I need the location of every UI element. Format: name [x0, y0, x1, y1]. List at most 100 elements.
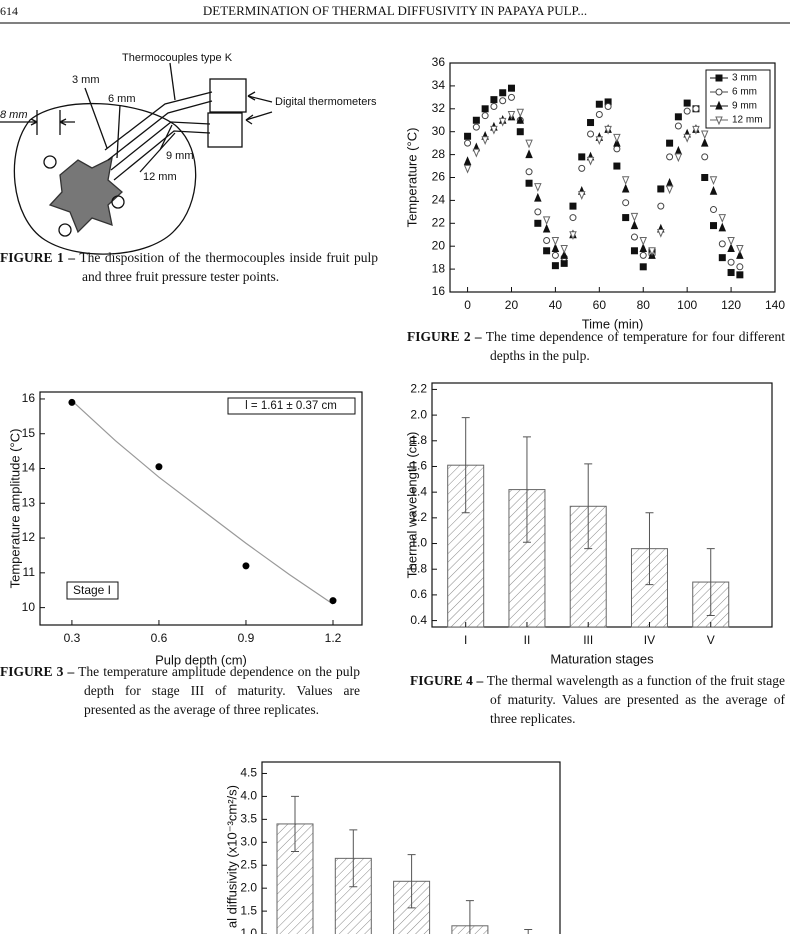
tester-point — [43, 155, 57, 169]
y-tick-label: 11 — [23, 565, 36, 579]
y-tick-label: 3.5 — [240, 812, 257, 826]
point — [701, 153, 709, 161]
plot-frame — [39, 391, 363, 626]
point — [613, 162, 621, 170]
y-tick-label: 14 — [22, 461, 36, 475]
dimension — [0, 110, 75, 135]
point — [543, 236, 551, 244]
y-axis-label: Thermal wavelength (cm) — [404, 432, 419, 579]
point — [718, 240, 726, 248]
y-tick-label: 2.5 — [240, 857, 257, 871]
caption: FIGURE 3 – The temperature amplitude dep… — [0, 662, 360, 719]
point — [551, 251, 559, 259]
error-bar — [407, 854, 416, 909]
legend-label: 12 mm — [732, 115, 763, 126]
point — [551, 262, 559, 270]
point — [692, 125, 700, 135]
x-tick-label: 140 — [765, 298, 785, 312]
point — [718, 254, 726, 262]
y-tick-label: 16 — [22, 391, 36, 405]
y-tick-label: 32 — [432, 101, 446, 115]
stage-label: Stage I — [73, 583, 111, 597]
point — [481, 136, 489, 145]
point — [709, 185, 718, 195]
caption-text: The time dependence of temperature for f… — [485, 329, 785, 363]
y-tick-label: 16 — [432, 284, 446, 298]
point — [463, 164, 472, 174]
stage-box — [66, 581, 119, 600]
figure1-diagram — [0, 62, 273, 255]
y-tick-label: 22 — [432, 215, 446, 229]
point — [674, 122, 682, 130]
point — [595, 136, 604, 145]
point — [578, 164, 586, 172]
point — [68, 398, 76, 406]
point — [534, 192, 542, 202]
point — [613, 145, 621, 153]
point — [507, 111, 516, 120]
y-tick-label: 1.2 — [410, 510, 427, 524]
point — [560, 244, 568, 254]
point — [525, 149, 533, 159]
point — [534, 183, 542, 192]
thermocouple — [110, 121, 211, 171]
point — [622, 214, 630, 222]
point — [587, 119, 595, 127]
point — [587, 130, 595, 138]
point — [464, 139, 472, 147]
legend-label: 6 mm — [732, 87, 757, 98]
x-tick-label: 0.6 — [151, 631, 168, 645]
x-axis-label: Maturation stages — [550, 651, 654, 666]
caption-label: FIGURE 3 – — [0, 664, 75, 679]
point — [665, 185, 674, 195]
annotation: l = 1.61 ± 0.37 cm — [245, 400, 337, 412]
y-tick-label: 2.0 — [240, 880, 257, 894]
point — [630, 233, 638, 241]
y-tick-label: 1.8 — [410, 433, 427, 447]
caption-label: FIGURE 1 – — [0, 250, 76, 265]
error-bar — [461, 417, 470, 514]
point — [727, 269, 735, 277]
label: Thermocouples type K — [122, 52, 233, 64]
point — [560, 259, 568, 267]
y-tick-label: 30 — [432, 124, 446, 138]
y-tick-label: 20 — [432, 238, 446, 252]
point — [560, 250, 568, 259]
x-tick-label: II — [524, 633, 531, 647]
point — [674, 145, 683, 155]
caption: FIGURE 4 – The thermal wavelength as a f… — [410, 671, 785, 728]
point — [674, 113, 682, 121]
point — [569, 231, 577, 241]
label: 12 mm — [143, 171, 177, 183]
point — [242, 562, 250, 570]
point — [736, 263, 744, 271]
running-title: DETERMINATION OF THERMAL DIFFUSIVITY IN … — [203, 3, 587, 18]
y-tick-label: 15 — [22, 426, 36, 440]
point — [715, 74, 723, 82]
y-tick-label: 0.6 — [410, 587, 427, 601]
x-tick-label: 40 — [549, 298, 563, 312]
point — [525, 179, 533, 187]
caption-text: The thermal wavelength as a function of … — [486, 673, 785, 726]
chart: 0.4 0.6 0.8 1.0 1.2 1.4 1.6 1.8 2.0 2.2 Maturation… — [404, 382, 773, 666]
point — [498, 117, 507, 127]
point — [736, 250, 744, 259]
y-tick-label: 1.5 — [240, 903, 257, 917]
point — [718, 222, 727, 232]
point — [516, 108, 525, 118]
chart: 1.0 1.5 2.0 2.5 3.0 3.5 4.0 4.5al diffusivity (… — [224, 761, 561, 934]
point — [534, 219, 542, 227]
y-tick-label: 34 — [432, 78, 446, 92]
x-axis-label: Time (min) — [582, 316, 644, 331]
tester-point — [58, 223, 72, 237]
label: 6 mm — [108, 93, 136, 105]
point — [666, 153, 674, 161]
caption-label: FIGURE 4 – — [410, 673, 484, 688]
point — [329, 597, 337, 605]
error-bar — [522, 436, 531, 543]
point — [472, 123, 480, 131]
point — [715, 116, 723, 126]
point — [542, 223, 551, 233]
point — [639, 243, 648, 252]
